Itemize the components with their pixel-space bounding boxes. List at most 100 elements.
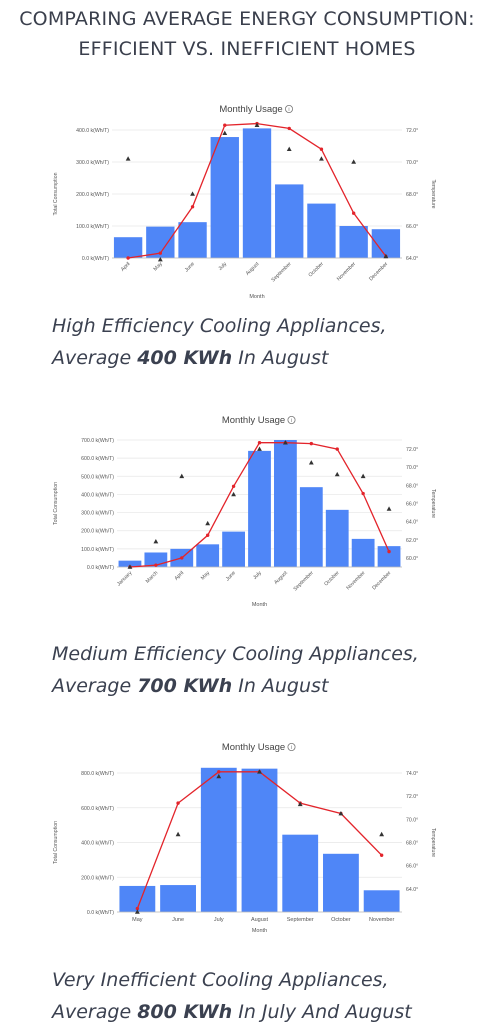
- y2-tick-label: 72.0°: [406, 794, 418, 800]
- y-tick-label: 0.0 k(Wh/T): [87, 910, 114, 916]
- target-marker: [383, 253, 389, 259]
- target-marker: [283, 440, 288, 445]
- y-tick-label: 400.0 k(Wh/T): [81, 492, 114, 498]
- x-tick-label: May: [200, 570, 211, 581]
- y2-tick-label: 64.0°: [406, 520, 418, 526]
- caption-highlight: 400 KWh: [137, 347, 233, 369]
- caption-line-1: Medium Efficiency Cooling Appliances,: [52, 643, 419, 665]
- x-tick-label: June: [184, 261, 196, 273]
- target-marker: [334, 471, 340, 477]
- temperature-point: [176, 801, 180, 805]
- bar-september: [299, 487, 323, 567]
- y-tick-label: 300.0 k(Wh/T): [76, 160, 109, 166]
- caption-line-2: Average 800 KWh In July And August: [52, 1001, 412, 1023]
- chart-title: Monthly Usage: [222, 415, 285, 426]
- target-marker: [319, 156, 324, 161]
- x-tick-label: July: [217, 261, 228, 272]
- bar-october: [323, 853, 359, 912]
- temperature-point: [205, 533, 210, 537]
- x-tick-label: May: [153, 261, 164, 272]
- y2-tick-label: 74.0°: [406, 771, 418, 777]
- temperature-point: [190, 205, 195, 209]
- y2-tick-label: 68.0°: [406, 483, 418, 489]
- y-tick-label: 700.0 k(Wh/T): [81, 438, 114, 444]
- target-marker: [125, 156, 131, 161]
- bar-june: [178, 222, 207, 258]
- target-marker: [254, 122, 260, 127]
- y2-tick-label: 66.0°: [406, 502, 418, 508]
- temperature-point: [223, 123, 227, 127]
- target-marker: [386, 506, 392, 511]
- y-tick-label: 300.0 k(Wh/T): [81, 511, 114, 517]
- y2-tick-label: 70.0°: [406, 817, 418, 823]
- page-title-line-2: EFFICIENT VS. INEFFICIENT HOMES: [78, 38, 416, 60]
- y2-axis-title: Temperature: [430, 489, 436, 518]
- x-tick-label: May: [132, 917, 143, 923]
- bar-december: [377, 546, 401, 567]
- bar-july: [210, 137, 239, 258]
- x-tick-label: July: [252, 570, 263, 581]
- caption-highlight: 700 KWh: [137, 675, 233, 697]
- y2-tick-label: 64.0°: [406, 256, 418, 262]
- bar-october: [325, 509, 349, 567]
- y2-tick-label: 62.0°: [406, 538, 418, 544]
- bar-november: [363, 890, 400, 912]
- y2-axis-title: Temperature: [430, 828, 436, 857]
- x-tick-label: November: [336, 261, 357, 282]
- y-tick-label: 200.0 k(Wh/T): [81, 529, 114, 535]
- y2-tick-label: 70.0°: [406, 465, 418, 471]
- target-marker: [216, 773, 222, 779]
- y-axis-title: Total Consumption: [53, 821, 59, 864]
- bar-july: [200, 767, 237, 912]
- info-icon: [287, 416, 296, 424]
- y2-tick-label: 72.0°: [406, 447, 418, 453]
- y-tick-label: 0.0 k(Wh/T): [87, 565, 114, 571]
- temperature-point: [387, 549, 391, 554]
- caption-high-efficiency: High Efficiency Cooling Appliances, Aver…: [52, 310, 482, 374]
- caption-line-2: Average 400 KWh In August: [52, 347, 329, 369]
- y-tick-label: 200.0 k(Wh/T): [81, 875, 114, 881]
- y2-tick-label: 66.0°: [406, 864, 418, 870]
- target-marker: [360, 473, 366, 479]
- bar-august: [274, 440, 297, 567]
- target-marker: [338, 810, 344, 816]
- info-icon-glyph: i: [288, 107, 289, 113]
- temperature-point: [126, 256, 130, 260]
- y-axis-title: Total Consumption: [53, 172, 59, 215]
- caption-line-1: Very Inefficient Cooling Appliances,: [52, 969, 389, 991]
- target-marker: [351, 159, 357, 164]
- x-tick-label: October: [331, 917, 351, 923]
- x-tick-label: August: [273, 570, 289, 586]
- bar-june: [222, 531, 245, 567]
- y2-tick-label: 68.0°: [406, 192, 418, 198]
- temperature-point: [217, 770, 221, 774]
- y-axis-title: Total Consumption: [53, 482, 59, 525]
- y-tick-label: 400.0 k(Wh/T): [81, 841, 114, 847]
- target-marker: [286, 146, 292, 151]
- x-tick-label: October: [323, 570, 340, 587]
- target-marker: [205, 520, 211, 526]
- bar-july: [248, 450, 271, 567]
- temperature-point: [287, 126, 291, 131]
- target-marker: [257, 769, 262, 774]
- target-marker: [157, 257, 163, 262]
- x-tick-label: July: [214, 917, 224, 923]
- bar-november: [351, 538, 375, 567]
- temperature-point: [135, 906, 140, 911]
- info-icon-glyph: i: [291, 745, 292, 751]
- info-icon: [284, 105, 293, 113]
- x-axis-title: Month: [252, 928, 267, 934]
- y-tick-label: 200.0 k(Wh/T): [76, 192, 109, 198]
- y-tick-label: 100.0 k(Wh/T): [81, 547, 114, 553]
- y2-tick-label: 72.0°: [406, 128, 418, 134]
- x-tick-label: January: [116, 570, 134, 588]
- y-tick-label: 500.0 k(Wh/T): [81, 474, 114, 480]
- chart-title: Monthly Usage: [222, 742, 285, 753]
- caption-line-2: Average 700 KWh In August: [52, 675, 329, 697]
- temperature-point: [379, 853, 384, 857]
- monthly-usage-chart-medium-efficiency: Monthly Usage i 0.0 k(Wh/T) 100.0 k(Wh/T) 20…: [53, 415, 436, 608]
- caption-very-inefficient: Very Inefficient Cooling Appliances, Ave…: [52, 964, 482, 1028]
- temperature-point: [351, 211, 356, 215]
- chart-title: Monthly Usage: [219, 104, 282, 115]
- x-tick-label: November: [369, 917, 395, 923]
